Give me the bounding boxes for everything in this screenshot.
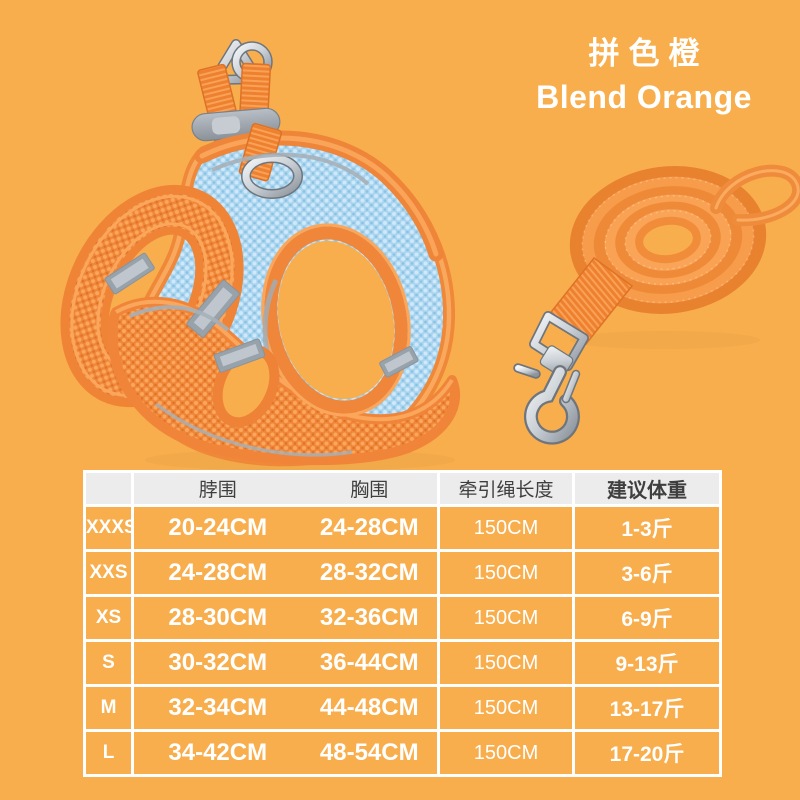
- size-chart-header-row: 脖围 胸围 牵引绳长度 建议体重: [83, 470, 722, 507]
- reflective-piping-neck: [211, 152, 370, 186]
- chest-panel-orange-mesh: [107, 296, 461, 466]
- leash-length-value: 150CM: [437, 684, 575, 732]
- size-row-s: S 30-32CM 36-44CM 150CM 9-13斤: [83, 639, 722, 687]
- leash-shadow: [570, 331, 760, 349]
- leash-length-value: 150CM: [437, 594, 575, 642]
- size-chart: 脖围 胸围 牵引绳长度 建议体重 XXXS 20-24CM 24-28CM 15…: [83, 470, 722, 777]
- variant-title-zh: 拼色橙: [588, 36, 709, 71]
- variant-title-en: Blend Orange: [536, 78, 752, 115]
- metal-d-ring: [241, 153, 303, 199]
- size-row-m: M 32-34CM 44-48CM 150CM 13-17斤: [83, 684, 722, 732]
- col-header-neck: 脖围: [131, 470, 302, 507]
- weight-value: 6-9斤: [572, 594, 722, 642]
- neck-value: 32-34CM: [131, 684, 302, 732]
- metal-triangle-ring: [209, 39, 263, 85]
- size-row-xxxs: XXXS 20-24CM 24-28CM 150CM 1-3斤: [83, 504, 722, 552]
- neck-value: 20-24CM: [131, 504, 302, 552]
- weight-value: 17-20斤: [572, 729, 722, 777]
- size-row-xxs: XXS 24-28CM 28-32CM 150CM 3-6斤: [83, 549, 722, 597]
- weight-value: 13-17斤: [572, 684, 722, 732]
- size-chart-table: 脖围 胸围 牵引绳长度 建议体重 XXXS 20-24CM 24-28CM 15…: [83, 470, 722, 777]
- chest-value: 24-28CM: [301, 504, 440, 552]
- leash-length-value: 150CM: [437, 729, 575, 777]
- weight-value: 3-6斤: [572, 549, 722, 597]
- leash-length-value: 150CM: [437, 549, 575, 597]
- leash-length-value: 150CM: [437, 639, 575, 687]
- weight-value: 1-3斤: [572, 504, 722, 552]
- reflective-strip: [104, 252, 155, 295]
- reflective-piping-chest: [129, 305, 230, 332]
- size-chart-corner-cell: [83, 470, 134, 507]
- size-label: M: [83, 684, 134, 732]
- reflective-piping-bottom: [154, 402, 353, 457]
- size-label: S: [83, 639, 134, 687]
- chest-value: 32-36CM: [301, 594, 440, 642]
- leash-snap-hook: [513, 311, 589, 445]
- col-header-leash-length: 牵引绳长度: [437, 470, 575, 507]
- size-label: XS: [83, 594, 134, 642]
- reflective-strip: [213, 338, 266, 373]
- chest-value: 48-54CM: [301, 729, 440, 777]
- col-header-weight: 建议体重: [572, 470, 722, 507]
- chest-value: 36-44CM: [301, 639, 440, 687]
- size-label: L: [83, 729, 134, 777]
- neck-value: 28-30CM: [131, 594, 302, 642]
- leash-coil: [569, 166, 767, 314]
- size-row-xs: XS 28-30CM 32-36CM 150CM 6-9斤: [83, 594, 722, 642]
- size-row-l: L 34-42CM 48-54CM 150CM 17-20斤: [83, 729, 722, 777]
- reflective-strip: [186, 279, 240, 338]
- harness-illustration: [60, 39, 461, 467]
- col-header-chest: 胸围: [301, 470, 440, 507]
- weight-value: 9-13斤: [572, 639, 722, 687]
- neck-value: 34-42CM: [131, 729, 302, 777]
- leash-length-value: 150CM: [437, 504, 575, 552]
- chest-value: 28-32CM: [301, 549, 440, 597]
- variant-title: 拼色橙 Blend Orange: [510, 36, 778, 115]
- neck-value: 30-32CM: [131, 639, 302, 687]
- size-label: XXXS: [83, 504, 134, 552]
- leash-illustration: [513, 164, 800, 445]
- neck-value: 24-28CM: [131, 549, 302, 597]
- leash-handle-loop: [710, 164, 800, 227]
- size-label: XXS: [83, 549, 134, 597]
- chest-value: 44-48CM: [301, 684, 440, 732]
- reflective-strip: [379, 346, 419, 378]
